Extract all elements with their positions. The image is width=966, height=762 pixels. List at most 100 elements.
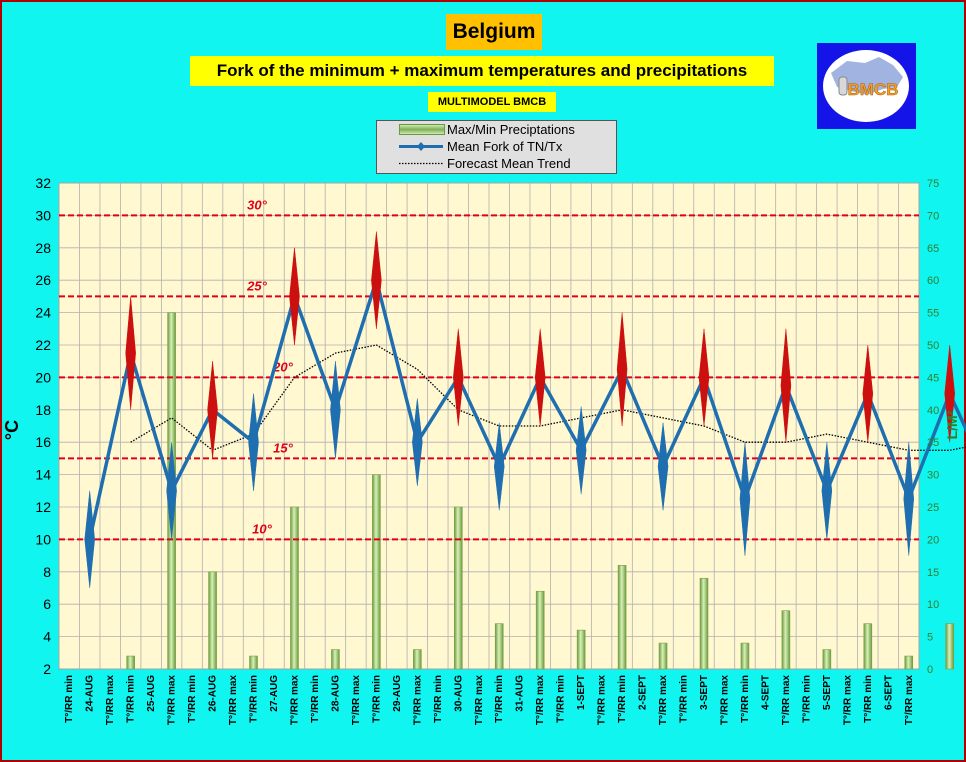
max-diamond xyxy=(371,231,382,329)
y-tick-label: 16 xyxy=(35,434,51,450)
precip-bar xyxy=(249,655,258,670)
min-diamond xyxy=(248,393,259,491)
y-tick-label: 20 xyxy=(35,369,51,385)
precip-bar xyxy=(535,590,545,670)
y2-tick-label: 70 xyxy=(927,210,939,222)
legend-label-precip: Max/Min Preciptations xyxy=(447,122,575,137)
y2-tick-label: 10 xyxy=(927,599,939,611)
min-diamond xyxy=(821,442,833,540)
x-tick-label: T°/RR max xyxy=(842,675,853,726)
y-tick-label: 18 xyxy=(35,402,51,418)
y2-tick-label: 45 xyxy=(927,372,939,384)
precip-swatch-icon xyxy=(399,124,445,135)
min-diamond xyxy=(903,442,915,556)
dotted-line-icon xyxy=(399,162,443,165)
x-tick-label: 3-SEPT xyxy=(699,675,710,710)
x-tick-label: 28-AUG xyxy=(330,675,341,712)
reference-label: 30° xyxy=(247,197,267,212)
x-tick-label: T°/RR min xyxy=(801,675,812,723)
precip-bar xyxy=(945,623,955,670)
precip-bar xyxy=(372,474,381,670)
x-tick-label: T°/RR min xyxy=(126,675,137,723)
x-tick-label: T°/RR min xyxy=(64,675,75,723)
x-tick-label: 31-AUG xyxy=(515,675,526,712)
chart-title: Belgium xyxy=(446,14,542,50)
precip-bar xyxy=(453,506,463,670)
precip-bar xyxy=(863,623,873,670)
y2-tick-label: 5 xyxy=(927,632,933,644)
precip-bar xyxy=(126,655,135,670)
x-tick-label: 2-SEPT xyxy=(638,675,649,710)
legend-item-trend: Forecast Mean Trend xyxy=(377,155,616,172)
min-diamond xyxy=(84,490,95,589)
x-tick-label: T°/RR max xyxy=(597,675,608,726)
y-tick-label: 10 xyxy=(35,531,51,547)
y2-tick-label: 40 xyxy=(927,405,939,417)
max-diamond xyxy=(207,361,218,459)
x-tick-label: T°/RR min xyxy=(617,675,628,723)
x-tick-label: T°/RR max xyxy=(228,675,239,726)
y2-tick-label: 35 xyxy=(927,437,939,449)
reference-label: 10° xyxy=(252,521,272,536)
precip-bar xyxy=(617,565,627,670)
x-tick-label: T°/RR min xyxy=(556,675,567,723)
legend-label-mean-fork: Mean Fork of TN/Tx xyxy=(447,139,563,154)
precip-bar xyxy=(331,649,340,670)
precip-bar xyxy=(822,649,832,670)
mean-fork-line xyxy=(88,278,966,540)
y-tick-label: 22 xyxy=(35,337,51,353)
x-tick-label: T°/RR max xyxy=(904,675,915,726)
x-tick-label: T°/RR min xyxy=(433,675,444,723)
x-tick-label: 1-SEPT xyxy=(576,675,587,710)
bmcb-logo: BMCB xyxy=(817,43,916,129)
y2-tick-label: 30 xyxy=(927,470,939,482)
y2-tick-label: 75 xyxy=(927,178,939,190)
x-tick-label: T°/RR min xyxy=(679,675,690,723)
min-diamond xyxy=(330,361,341,459)
y-tick-label: 24 xyxy=(35,305,51,321)
reference-label: 25° xyxy=(246,278,267,293)
x-tick-label: T°/RR max xyxy=(719,675,730,726)
x-tick-label: 29-AUG xyxy=(392,675,403,712)
fork-diamonds xyxy=(84,231,955,589)
line-diamond-icon xyxy=(399,142,443,151)
precip-bar xyxy=(208,571,217,670)
y-tick-label: 6 xyxy=(43,596,51,612)
y-tick-label: 12 xyxy=(35,499,51,515)
precip-bar xyxy=(576,629,586,670)
reference-label: 15° xyxy=(273,440,293,455)
x-axis: T°/RR min 24-AUG T°/RR max T°/RR min 25-AUG T… xyxy=(64,675,915,726)
y2-tick-label: 65 xyxy=(927,243,939,255)
max-diamond xyxy=(534,328,546,427)
y2-axis-title: L/M² xyxy=(944,410,960,439)
x-tick-label: T°/RR max xyxy=(289,675,300,726)
x-tick-label: T°/RR max xyxy=(474,675,485,726)
precip-bar xyxy=(740,642,750,670)
precip-bar xyxy=(904,655,914,670)
x-tick-label: 6-SEPT xyxy=(883,675,894,710)
y-tick-label: 8 xyxy=(43,564,51,580)
precip-bar xyxy=(658,642,668,670)
legend-item-precip: Max/Min Preciptations xyxy=(377,121,616,138)
x-tick-label: 27-AUG xyxy=(269,675,280,712)
y2-tick-label: 15 xyxy=(927,567,939,579)
x-tick-label: T°/RR max xyxy=(781,675,792,726)
y2-axis: 0 5 10 15 20 25 30 35 40 45 50 55 60 65 70 75 xyxy=(927,178,939,676)
y-tick-label: 4 xyxy=(43,629,51,645)
min-diamond xyxy=(493,422,505,511)
y-tick-label: 30 xyxy=(35,207,51,223)
x-tick-label: T°/RR max xyxy=(105,675,116,726)
y2-tick-label: 60 xyxy=(927,275,939,287)
max-diamond xyxy=(944,344,955,443)
y2-tick-label: 0 xyxy=(927,664,933,676)
reference-lines: 30°25°20°15°10° xyxy=(59,197,919,541)
chart-subtitle: Fork of the minimum + maximum temperatur… xyxy=(190,56,774,86)
precip-bar xyxy=(413,649,422,670)
x-tick-label: T°/RR max xyxy=(167,675,178,726)
x-tick-label: 4-SEPT xyxy=(760,675,771,710)
x-tick-label: 26-AUG xyxy=(208,675,219,712)
y-tick-label: 32 xyxy=(35,175,51,191)
y-tick-label: 14 xyxy=(35,467,51,483)
x-tick-label: 30-AUG xyxy=(453,675,464,712)
